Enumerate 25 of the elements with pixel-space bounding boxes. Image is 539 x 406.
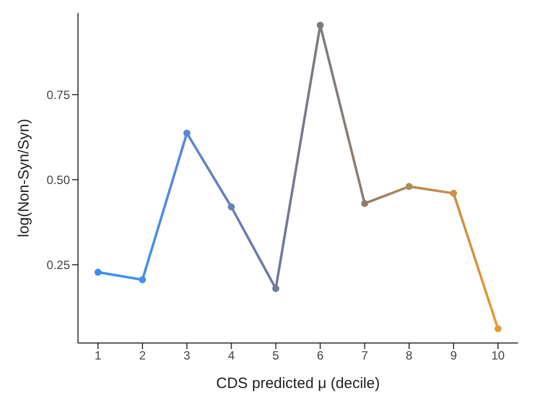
x-tick-label: 5	[272, 348, 280, 363]
point	[361, 200, 368, 208]
point	[450, 190, 458, 197]
x-tick-label: 8	[406, 348, 413, 363]
x-tick-label: 4	[228, 348, 235, 363]
x-tick-label: 9	[450, 348, 458, 363]
x-tick-label: 10	[491, 348, 505, 363]
point	[272, 285, 280, 292]
x-tick-label: 3	[184, 348, 191, 363]
y-tick-label: 0.75	[46, 88, 70, 102]
point	[494, 325, 502, 332]
point	[316, 22, 324, 29]
x-tick-label: 2	[139, 348, 146, 363]
x-tick-label: 6	[316, 348, 324, 363]
y-tick-label: 0.50	[46, 172, 70, 187]
x-axis-title: CDS predicted μ (decile)	[216, 375, 380, 392]
y-tick-label: 0.25	[46, 258, 70, 272]
point	[94, 268, 102, 276]
x-tick-label: 1	[94, 348, 102, 363]
x-tick-label: 7	[361, 348, 368, 363]
y-axis-title: log(Non-Syn/Syn)	[15, 118, 32, 238]
point	[228, 203, 235, 210]
point	[138, 276, 146, 284]
point	[183, 130, 190, 137]
point	[406, 183, 413, 190]
